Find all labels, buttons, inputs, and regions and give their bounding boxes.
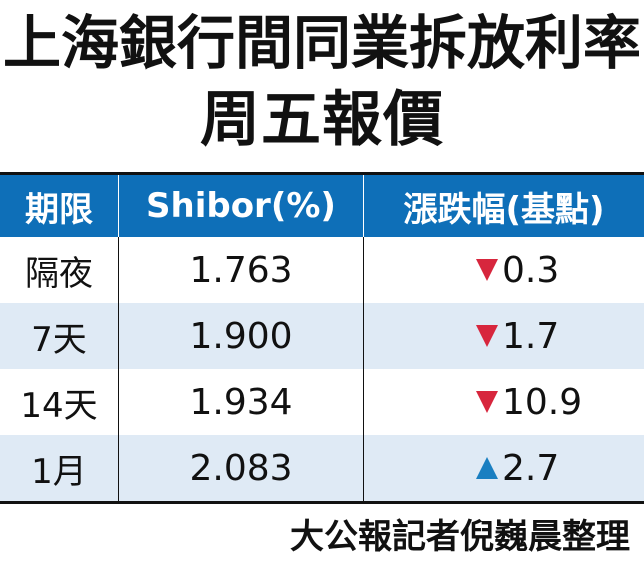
table-header-row: 期限 Shibor(%) 漲跌幅(基點): [0, 175, 644, 237]
term-cell: 14天: [20, 385, 98, 426]
table-row: 1月 2.083 2.7: [0, 435, 644, 501]
chart-title: 上海銀行間同業拆放利率: [2, 9, 641, 77]
down-triangle-icon: [476, 325, 498, 347]
change-value: 1.7: [502, 315, 560, 357]
term-cell: 7天: [31, 319, 87, 360]
shibor-cell: 2.083: [118, 435, 363, 501]
shibor-cell: 1.900: [118, 303, 363, 369]
header-change: 漲跌幅(基點): [363, 175, 644, 237]
header-shibor: Shibor(%): [118, 175, 363, 237]
change-value: 2.7: [502, 447, 560, 489]
chart-subtitle: 周五報價: [200, 85, 444, 155]
term-cell: 1月: [31, 451, 87, 492]
change-cell: 2.7: [363, 435, 644, 501]
up-triangle-icon: [476, 457, 498, 479]
header-term: 期限: [25, 189, 93, 230]
down-triangle-icon: [476, 259, 498, 281]
table-row: 7天 1.900 1.7: [0, 303, 644, 369]
change-cell: 1.7: [363, 303, 644, 369]
change-cell: 10.9: [363, 369, 644, 435]
shibor-cell: 1.763: [118, 237, 363, 303]
table-row: 隔夜 1.763 0.3: [0, 237, 644, 303]
table-row: 14天 1.934 10.9: [0, 369, 644, 435]
shibor-cell: 1.934: [118, 369, 363, 435]
down-triangle-icon: [476, 391, 498, 413]
change-value: 0.3: [502, 249, 560, 291]
change-cell: 0.3: [363, 237, 644, 303]
source-credit: 大公報記者倪巍晨整理: [290, 517, 630, 557]
change-value: 10.9: [502, 381, 583, 423]
term-cell: 隔夜: [25, 253, 93, 294]
shibor-table: 期限 Shibor(%) 漲跌幅(基點) 隔夜 1.763 0.3 7天 1.9…: [0, 172, 644, 504]
